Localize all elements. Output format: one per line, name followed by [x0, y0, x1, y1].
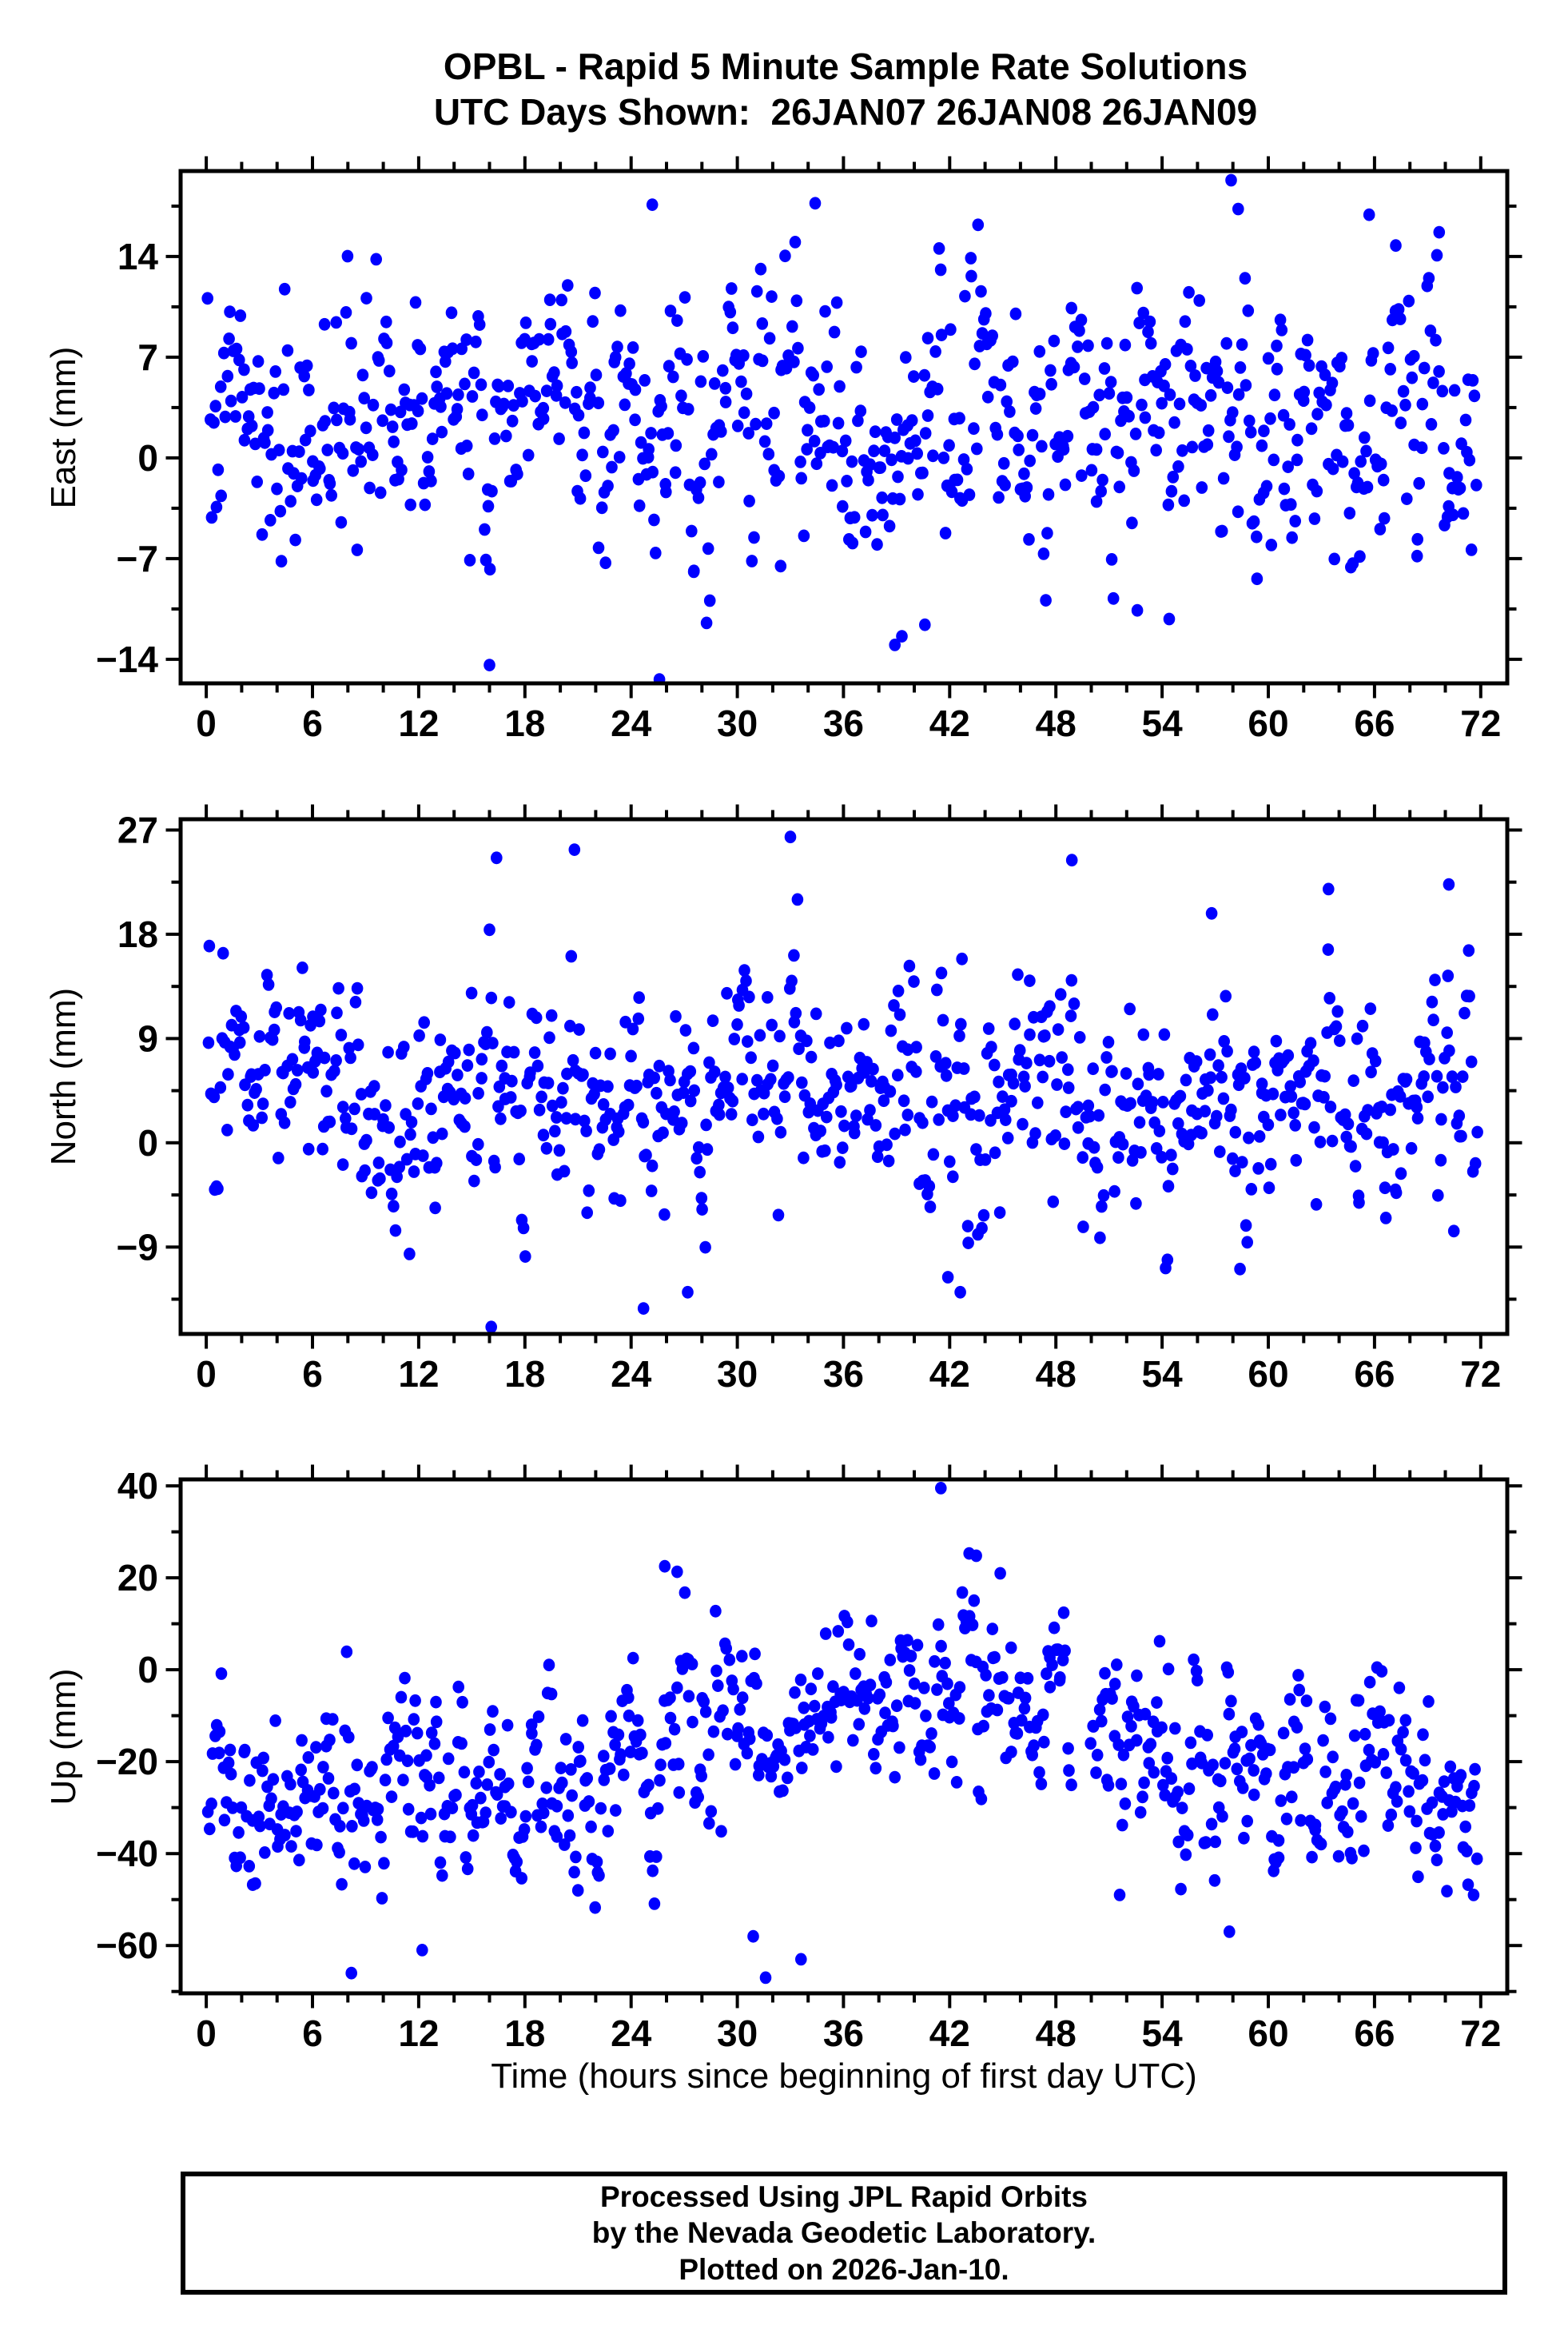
y-tick-label: 20: [117, 1557, 158, 1599]
x-tick-label: 42: [929, 1353, 970, 1395]
north-ticks: [165, 804, 1522, 1349]
north-panel: 0 6 12 18 24 30 36 42 48 54 60 66 72 −9 0 9 18 27: [117, 804, 1522, 1395]
x-tick-label: 18: [504, 703, 545, 744]
x-tick-label: 72: [1460, 1353, 1501, 1395]
x-tick-label: 42: [929, 703, 970, 744]
y-tick-label: 40: [117, 1465, 158, 1507]
north-frame: [178, 817, 1510, 1336]
x-tick-label: 54: [1142, 703, 1184, 744]
y-tick-label: 27: [117, 810, 158, 851]
footer-box: Processed Using JPL Rapid Orbits by the …: [181, 2172, 1507, 2295]
x-tick-label: 54: [1142, 1353, 1184, 1395]
x-tick-label: 60: [1248, 1353, 1288, 1395]
y-tick-label: 18: [117, 914, 158, 955]
east-frame: [178, 169, 1510, 686]
x-tick-label: 42: [929, 2013, 970, 2054]
x-tick-label: 66: [1354, 703, 1395, 744]
time-axis-title: Time (hours since beginning of first day…: [491, 2056, 1197, 2096]
x-tick-label: 24: [611, 2013, 652, 2054]
x-tick-label: 24: [611, 1353, 652, 1395]
x-tick-label: 0: [196, 1353, 217, 1395]
x-tick-label: 18: [504, 2013, 545, 2054]
y-tick-label: −7: [117, 538, 158, 579]
x-tick-label: 18: [504, 1353, 545, 1395]
x-tick-label: 66: [1354, 2013, 1395, 2054]
x-tick-label: 60: [1248, 2013, 1288, 2054]
east-points: [201, 173, 1482, 683]
north-axis-title: North (mm): [44, 987, 83, 1166]
up-axis-title: Up (mm): [44, 1668, 83, 1806]
x-tick-label: 30: [717, 1353, 758, 1395]
y-tick-label: −40: [96, 1833, 158, 1874]
footer-line-2: by the Nevada Geodetic Laboratory.: [591, 2216, 1096, 2250]
y-tick-label: −60: [96, 1925, 158, 1966]
x-tick-label: 36: [823, 1353, 864, 1395]
footer-line-1: Processed Using JPL Rapid Orbits: [600, 2180, 1088, 2214]
x-tick-label: 36: [823, 703, 864, 744]
east-ticks: [165, 156, 1522, 699]
x-tick-label: 72: [1460, 703, 1501, 744]
east-panel: 0 6 12 18 24 30 36 42 48 54 60 66 72 −14 −7 0 7 14: [96, 156, 1522, 744]
east-tick-labels: 0 6 12 18 24 30 36 42 48 54 60 66 72 −14 −7 0 7 14: [96, 236, 1501, 744]
x-tick-label: 0: [196, 2013, 217, 2054]
y-tick-label: 0: [137, 1122, 158, 1164]
x-tick-label: 72: [1460, 2013, 1501, 2054]
x-tick-label: 12: [398, 2013, 439, 2054]
x-tick-label: 48: [1036, 1353, 1077, 1395]
x-tick-label: 6: [302, 2013, 323, 2054]
east-axis-title: East (mm): [44, 346, 83, 509]
chart-title-line1: OPBL - Rapid 5 Minute Sample Rate Soluti…: [443, 46, 1248, 87]
x-tick-label: 48: [1036, 2013, 1077, 2054]
footer-line-3: Plotted on 2026-Jan-10.: [679, 2252, 1009, 2286]
x-tick-label: 6: [302, 1353, 323, 1395]
up-frame: [178, 1477, 1510, 1996]
x-tick-label: 12: [398, 703, 439, 744]
north-points: [202, 830, 1483, 1334]
up-panel: 0 6 12 18 24 30 36 42 48 54 60 66 72 −60 −40 −20 0 20 40: [96, 1464, 1522, 2054]
x-tick-label: 30: [717, 703, 758, 744]
y-tick-label: −9: [117, 1226, 158, 1268]
y-tick-label: −14: [96, 639, 158, 680]
y-tick-label: 0: [137, 1649, 158, 1690]
y-tick-label: 0: [137, 437, 158, 479]
x-tick-label: 54: [1142, 2013, 1184, 2054]
x-tick-label: 30: [717, 2013, 758, 2054]
x-tick-label: 48: [1036, 703, 1077, 744]
y-tick-label: 14: [117, 236, 159, 277]
up-points: [201, 1482, 1483, 1985]
x-tick-label: 60: [1248, 703, 1288, 744]
x-tick-label: 36: [823, 2013, 864, 2054]
x-tick-label: 6: [302, 703, 323, 744]
chart-title-line2: UTC Days Shown: 26JAN07 26JAN08 26JAN09: [433, 91, 1258, 133]
x-tick-label: 12: [398, 1353, 439, 1395]
y-tick-label: −20: [96, 1741, 158, 1782]
x-tick-label: 66: [1354, 1353, 1395, 1395]
up-tick-labels: 0 6 12 18 24 30 36 42 48 54 60 66 72 −60 −40 −20 0 20 40: [96, 1465, 1501, 2054]
y-tick-label: 9: [137, 1017, 158, 1059]
y-tick-label: 7: [137, 336, 158, 378]
north-tick-labels: 0 6 12 18 24 30 36 42 48 54 60 66 72 −9 0 9 18 27: [117, 810, 1502, 1395]
x-tick-label: 0: [196, 703, 217, 744]
x-tick-label: 24: [611, 703, 652, 744]
up-ticks: [165, 1464, 1522, 2009]
